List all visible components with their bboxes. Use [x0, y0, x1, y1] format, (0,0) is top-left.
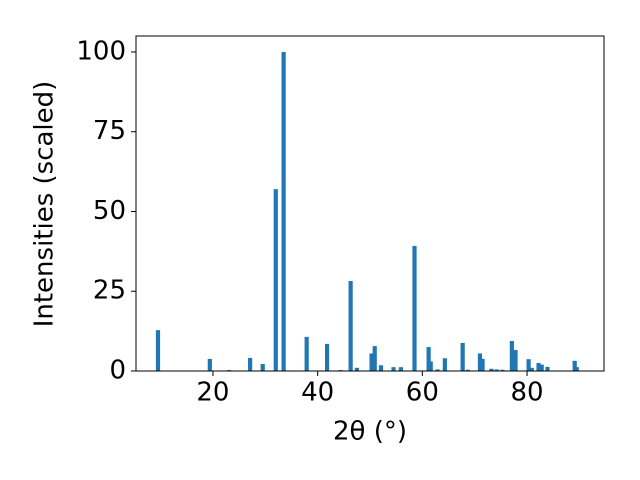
bar: [378, 365, 384, 371]
bar: [477, 353, 483, 371]
bar: [480, 358, 485, 371]
bar: [391, 367, 396, 371]
bar: [304, 336, 309, 371]
bar: [526, 359, 531, 371]
bar: [428, 361, 433, 371]
y-tick-label: 0: [109, 356, 126, 386]
x-tick-label: 20: [196, 378, 229, 408]
bar: [513, 349, 518, 371]
x-axis-label: 2θ (°): [333, 417, 407, 447]
bar: [248, 357, 253, 371]
bar: [398, 367, 403, 371]
bar: [500, 369, 505, 371]
bar: [281, 51, 286, 371]
bar: [539, 364, 544, 371]
bar: [489, 368, 494, 371]
bar: [348, 281, 353, 371]
x-tick-label: 40: [301, 378, 334, 408]
y-tick-label: 50: [93, 196, 126, 226]
y-axis-label: Intensities (scaled): [30, 81, 60, 328]
bar: [465, 369, 470, 371]
bar: [529, 367, 534, 371]
x-tick-label: 60: [406, 378, 439, 408]
bar: [324, 343, 330, 371]
bar: [426, 347, 431, 371]
plot-frame: [135, 35, 605, 372]
bar: [460, 342, 465, 371]
y-tick-label: 75: [93, 116, 126, 146]
bar: [412, 245, 417, 371]
bar: [545, 366, 550, 371]
y-tick-label: 100: [76, 36, 126, 66]
bar: [494, 369, 499, 371]
bar: [572, 360, 577, 371]
bar: [536, 363, 541, 371]
bar: [509, 341, 514, 371]
bar: [574, 367, 579, 371]
bar: [207, 358, 212, 371]
bar: [369, 353, 374, 371]
bar: [442, 358, 447, 371]
x-tick-label: 80: [511, 378, 544, 408]
bar: [260, 363, 265, 371]
bar: [273, 189, 278, 371]
bar: [435, 369, 440, 371]
bar: [155, 330, 161, 371]
bar: [372, 346, 377, 371]
y-tick-label: 25: [93, 276, 126, 306]
bar: [354, 367, 360, 371]
